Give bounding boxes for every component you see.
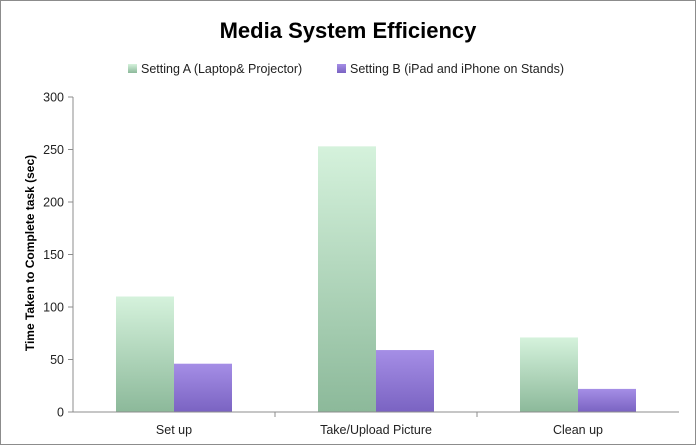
y-axis-title: Time Taken to Complete task (sec)	[23, 155, 37, 351]
y-tick-label: 300	[43, 91, 64, 105]
legend-swatch-series-b	[337, 64, 346, 73]
legend: Setting A (Laptop& Projector) Setting B …	[128, 62, 564, 76]
x-axis-labels: Set up Take/Upload Picture Clean up	[156, 423, 603, 437]
bar-series-a-1	[318, 146, 376, 412]
y-tick-label: 200	[43, 196, 64, 210]
x-category-label: Set up	[156, 423, 192, 437]
y-tick-label: 250	[43, 143, 64, 157]
y-tick-label: 0	[57, 406, 64, 420]
y-tick-label: 50	[50, 353, 64, 367]
y-tick-label: 150	[43, 248, 64, 262]
legend-swatch-series-a	[128, 64, 137, 73]
y-axis-ticks: 0 50 100 150 200 250 300	[43, 91, 73, 420]
bar-series-b-2	[578, 388, 636, 412]
bar-series-b-1	[376, 350, 434, 412]
y-tick-label: 100	[43, 301, 64, 315]
bar-series-a-0	[116, 296, 174, 412]
bar-series-a-2	[520, 337, 578, 412]
x-axis-separators	[274, 412, 478, 417]
bars	[116, 146, 636, 412]
chart-title: Media System Efficiency	[220, 18, 478, 43]
bar-series-b-0	[174, 363, 232, 412]
x-category-label: Take/Upload Picture	[320, 423, 432, 437]
legend-label-series-b: Setting B (iPad and iPhone on Stands)	[350, 62, 564, 76]
x-category-label: Clean up	[553, 423, 603, 437]
legend-label-series-a: Setting A (Laptop& Projector)	[141, 62, 302, 76]
